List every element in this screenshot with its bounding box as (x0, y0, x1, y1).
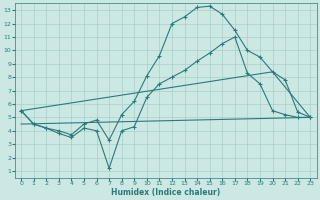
X-axis label: Humidex (Indice chaleur): Humidex (Indice chaleur) (111, 188, 220, 197)
